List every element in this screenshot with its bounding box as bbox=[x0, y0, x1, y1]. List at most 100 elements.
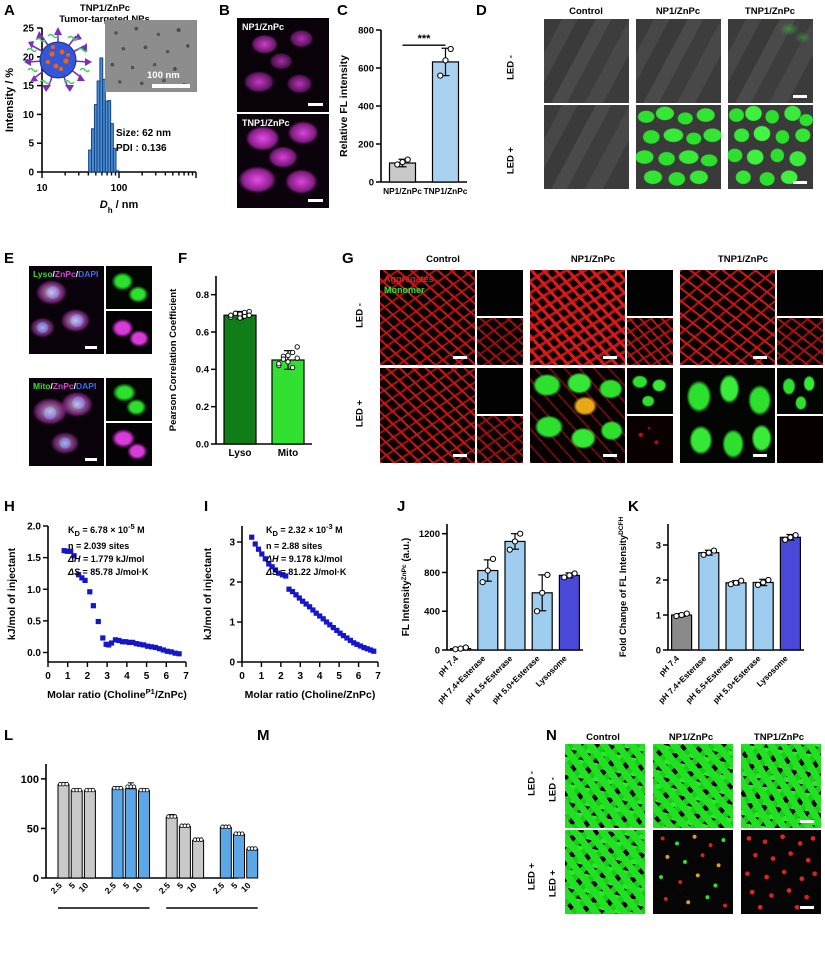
tem-scalebar bbox=[152, 84, 190, 88]
panel-n-img-control-ledplus bbox=[565, 830, 645, 914]
data-point bbox=[130, 639, 136, 645]
panel-g-col-tnp1: TNP1/ZnPc bbox=[717, 254, 769, 265]
panel-h-chart: 0 1 2 3 4 5 6 7 0.0 0.5 1.0 1.5 2.0 kJ/mol of injecta… bbox=[6, 522, 189, 702]
panel-g-img-tnp1-ledminus-red bbox=[777, 318, 823, 365]
data-point bbox=[765, 576, 772, 584]
panel-j: J 0 400 800 1200 pH 7.4 pH 7.4+Esterase pH 6.5… bbox=[393, 496, 608, 726]
panel-i-chart: 0 1 2 3 4 5 6 7 0 1 2 3 kJ/mol of injectant Molar rat… bbox=[202, 526, 381, 701]
data-point bbox=[249, 534, 255, 540]
x-tick-label: 5 bbox=[121, 880, 132, 891]
data-point bbox=[327, 622, 333, 628]
data-point bbox=[673, 612, 680, 620]
y-tick-label: 1.0 bbox=[27, 585, 41, 596]
data-point bbox=[442, 57, 449, 64]
data-point bbox=[368, 647, 374, 653]
data-point bbox=[754, 581, 762, 589]
panel-g-img-control-ledminus-green bbox=[477, 270, 523, 316]
panel-d-scalebar-top bbox=[793, 95, 807, 98]
panel-l: L 0 50 100 2.5 5 10 2.5 5 10 2.5 5 10 2.5 5 10 bbox=[0, 726, 259, 956]
panel-e: E Lyso/ZnPc/DAPI Mito/ZnPc/DAPI bbox=[0, 248, 160, 496]
x-tick-label: pH 6.5+Esterase bbox=[463, 654, 515, 706]
y-tick-label: 400 bbox=[424, 607, 440, 618]
y-tick-label: 0.4 bbox=[196, 365, 210, 376]
y-tick-label: 0.0 bbox=[196, 439, 209, 450]
panel-n-img-tnp1-ledminus bbox=[741, 744, 821, 828]
x-tick-label: 5 bbox=[336, 671, 342, 682]
bar bbox=[111, 788, 124, 879]
x-tick-label: 100 bbox=[111, 183, 128, 194]
panel-e-label-top-lyso: Lyso bbox=[33, 269, 53, 279]
y-tick-label: 800 bbox=[424, 568, 440, 579]
x-tick-label: pH 6.5+Esterase bbox=[684, 654, 736, 706]
panel-d-img-control-ledminus bbox=[544, 19, 629, 103]
data-point bbox=[137, 641, 143, 647]
data-point bbox=[64, 781, 69, 787]
data-point bbox=[293, 592, 299, 598]
panel-n-scalebar-bottom bbox=[800, 906, 814, 909]
panel-m: M LED - LED + bbox=[255, 726, 545, 956]
data-point bbox=[280, 356, 287, 362]
panel-e-img-mito-merge bbox=[29, 378, 104, 466]
data-point bbox=[484, 567, 491, 574]
data-point bbox=[108, 640, 115, 646]
data-point bbox=[90, 603, 96, 609]
panel-i-stat-kd: KD = 2.32 × 10-3 M bbox=[266, 522, 343, 538]
panel-g-img-tnp1-ledminus-main bbox=[680, 270, 775, 365]
bar bbox=[219, 826, 232, 879]
panel-g-sb6 bbox=[753, 454, 767, 457]
data-point bbox=[283, 573, 289, 579]
panel-g-img-np1-ledminus-green bbox=[627, 270, 673, 316]
data-point bbox=[262, 556, 268, 562]
data-point bbox=[683, 610, 690, 617]
data-point bbox=[399, 158, 406, 166]
panel-b-letter: B bbox=[219, 2, 230, 19]
panel-g-img-control-ledminus-main bbox=[380, 270, 475, 365]
panel-b-label-np1: NP1/ZnPc bbox=[242, 22, 285, 32]
panel-g-col-control: Control bbox=[426, 254, 460, 265]
x-tick-label: pH 7.4+Esterase bbox=[657, 654, 709, 706]
y-tick-label: 1.5 bbox=[27, 553, 41, 564]
x-tick-label: 10 bbox=[77, 880, 91, 894]
y-tick-label: 1 bbox=[656, 610, 662, 621]
y-tick-label: 400 bbox=[358, 101, 374, 112]
x-tick-label: 2 bbox=[85, 671, 91, 682]
x-tick-label: pH 7.4+Esterase bbox=[436, 654, 488, 706]
data-point bbox=[87, 589, 93, 595]
x-tick-label: pH 5.0+Esterase bbox=[711, 654, 763, 706]
data-point bbox=[732, 579, 740, 586]
panel-e-label-top: Lyso/ZnPc/DAPI bbox=[33, 269, 99, 279]
y-tick-label: 20 bbox=[23, 52, 35, 63]
x-tick-label: 10 bbox=[185, 880, 199, 894]
x-tick-label: 10 bbox=[36, 183, 48, 194]
data-point bbox=[239, 831, 245, 836]
x-tick-label: 7 bbox=[375, 671, 381, 682]
panel-n-img-np1-ledplus bbox=[653, 830, 733, 914]
data-point bbox=[517, 530, 524, 537]
data-point bbox=[351, 640, 357, 646]
y-tick-label: 1200 bbox=[419, 529, 440, 540]
data-point bbox=[164, 648, 170, 654]
y-tick-label: 0 bbox=[656, 645, 661, 656]
panel-d-row-ledminus: LED - bbox=[505, 55, 517, 80]
data-point bbox=[566, 572, 573, 579]
x-tick-label: pH 7.4 bbox=[657, 654, 681, 678]
data-point bbox=[106, 642, 112, 648]
data-point bbox=[334, 627, 340, 633]
panel-n-scalebar-top bbox=[800, 820, 814, 823]
data-point bbox=[276, 570, 282, 576]
panel-g-sb3 bbox=[753, 356, 767, 359]
y-tick-label: 2 bbox=[656, 575, 661, 586]
y-tick-label: 1 bbox=[229, 618, 235, 629]
y-tick-label: 0 bbox=[369, 177, 374, 188]
x-tick-label: Mito bbox=[278, 448, 299, 459]
panel-c: C 0 200 400 600 800 NP1/ZnPc TNP1/ZnPc Relative… bbox=[335, 0, 475, 240]
data-point bbox=[705, 549, 712, 556]
data-point bbox=[156, 646, 162, 652]
histogram-bar bbox=[112, 147, 117, 173]
bar bbox=[223, 314, 257, 445]
bar bbox=[779, 536, 801, 651]
panel-g-img-tnp1-ledplus-red bbox=[777, 416, 823, 463]
panel-g-legend-aggregates: Aggregates bbox=[384, 274, 434, 284]
data-point bbox=[90, 787, 96, 793]
data-point bbox=[61, 548, 67, 554]
